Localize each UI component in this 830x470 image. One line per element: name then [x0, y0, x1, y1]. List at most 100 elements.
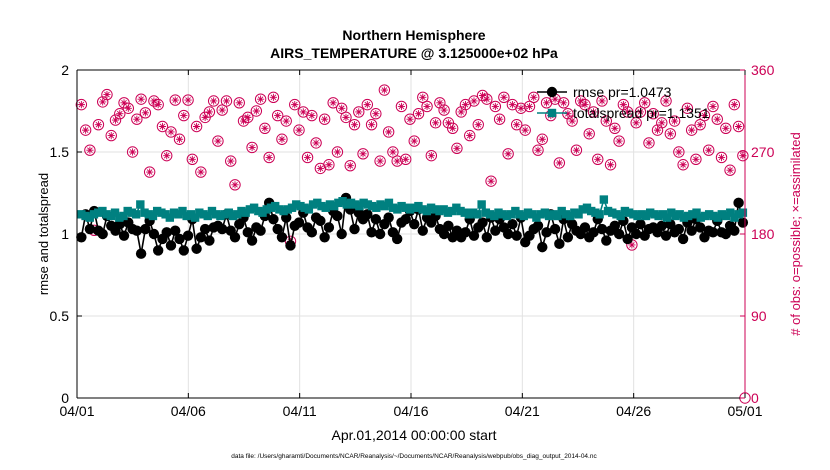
obs-assimilated-marker — [436, 99, 444, 107]
obs-assimilated-marker — [124, 104, 132, 112]
obs-possible-marker — [195, 166, 207, 178]
obs-possible-marker — [387, 146, 399, 158]
obs-possible-marker — [348, 118, 361, 131]
obs-possible-marker — [451, 142, 463, 155]
obs-possible-marker — [126, 146, 139, 158]
obs-assimilated-marker — [598, 97, 606, 105]
obs-possible-marker — [532, 144, 544, 156]
rmse-point — [195, 232, 207, 243]
obs-assimilated-marker — [739, 152, 747, 160]
rmse-point — [272, 223, 283, 235]
obs-possible-marker — [263, 151, 275, 164]
obs-assimilated-marker — [265, 153, 273, 162]
obs-possible-marker — [656, 117, 668, 129]
obs-count-point — [404, 113, 416, 125]
totalspread-point — [148, 211, 158, 221]
obs-assimilated-marker — [427, 152, 435, 160]
totalspread-point — [300, 203, 309, 212]
totalspread-point — [338, 197, 347, 206]
rmse-point — [349, 223, 360, 235]
obs-count-point — [498, 91, 510, 104]
totalspread-point — [207, 206, 217, 216]
obs-assimilated-marker — [299, 108, 307, 116]
obs-assimilated-marker — [709, 102, 717, 111]
totalspread-point — [435, 206, 444, 216]
obs-count-point — [690, 153, 702, 165]
obs-count-point — [79, 124, 92, 136]
obs-assimilated-marker — [197, 168, 205, 176]
obs-count-point — [126, 146, 139, 158]
totalspread-point — [683, 211, 693, 221]
obs-assimilated-marker — [572, 146, 581, 154]
obs-possible-marker — [250, 105, 263, 117]
obs-count-point — [429, 117, 442, 129]
obs-assimilated-marker — [248, 143, 256, 152]
obs-assimilated-marker — [393, 157, 401, 165]
rmse-point — [622, 233, 633, 245]
obs-possible-marker — [557, 97, 570, 109]
totalspread-point — [561, 210, 571, 219]
obs-count-point — [229, 179, 241, 191]
obs-possible-marker — [225, 155, 237, 167]
obs-count-point — [152, 98, 164, 111]
obs-assimilated-marker — [359, 150, 367, 158]
rmse-point — [319, 232, 330, 243]
rmse-point — [537, 241, 548, 253]
totalspread-point — [540, 208, 550, 217]
totalspread-point — [726, 208, 735, 217]
obs-count-point — [131, 113, 143, 125]
obs-assimilated-marker — [431, 119, 440, 127]
obs-assimilated-marker — [645, 139, 653, 147]
totalspread-point — [317, 201, 326, 211]
rmse-point — [246, 235, 258, 246]
obs-possible-marker — [570, 144, 583, 156]
obs-assimilated-marker — [713, 115, 721, 123]
totalspread-point — [283, 205, 293, 214]
totalspread-point — [734, 210, 743, 219]
chart-title: Northern Hemisphere — [342, 27, 485, 43]
totalspread-point — [713, 213, 722, 222]
obs-assimilated-marker — [440, 106, 448, 114]
obs-count-point — [502, 148, 514, 160]
totalspread-point — [228, 211, 238, 221]
obs-assimilated-marker — [722, 124, 730, 132]
obs-assimilated-marker — [210, 97, 218, 105]
rmse-point — [549, 223, 561, 235]
obs-possible-marker — [122, 102, 135, 114]
obs-assimilated-marker — [184, 96, 192, 104]
obs-assimilated-marker — [414, 110, 423, 118]
obs-count-point — [724, 164, 736, 176]
obs-count-point — [370, 108, 382, 120]
rmse-point — [135, 248, 147, 259]
obs-assimilated-marker — [316, 164, 324, 172]
obs-assimilated-marker — [624, 108, 632, 116]
rmse-point — [148, 228, 160, 240]
totalspread-point — [511, 206, 520, 216]
obs-count-point — [528, 91, 540, 104]
obs-possible-marker — [587, 106, 600, 118]
obs-assimilated-marker — [700, 111, 709, 120]
totalspread-point — [730, 213, 739, 222]
totalspread-point — [414, 201, 423, 211]
totalspread-point — [346, 198, 356, 208]
totalspread-point — [152, 206, 162, 216]
obs-possible-marker — [417, 91, 429, 104]
totalspread-point — [292, 200, 301, 209]
obs-possible-marker — [186, 153, 199, 165]
obs-count-point — [220, 95, 233, 107]
obs-assimilated-marker — [726, 166, 734, 174]
totalspread-point — [325, 200, 335, 209]
obs-assimilated-marker — [551, 95, 559, 103]
obs-assimilated-marker — [688, 126, 696, 134]
obs-count-point — [139, 107, 152, 119]
totalspread-point — [313, 198, 322, 208]
obs-assimilated-marker — [338, 104, 346, 112]
obs-assimilated-marker — [602, 117, 610, 125]
obs-count-point — [664, 128, 677, 140]
obs-possible-marker — [677, 159, 689, 171]
obs-count-point — [395, 100, 408, 113]
obs-possible-marker — [400, 153, 412, 165]
rmse-point — [315, 215, 326, 227]
obs-possible-marker — [331, 146, 344, 158]
obs-possible-marker — [216, 104, 228, 116]
